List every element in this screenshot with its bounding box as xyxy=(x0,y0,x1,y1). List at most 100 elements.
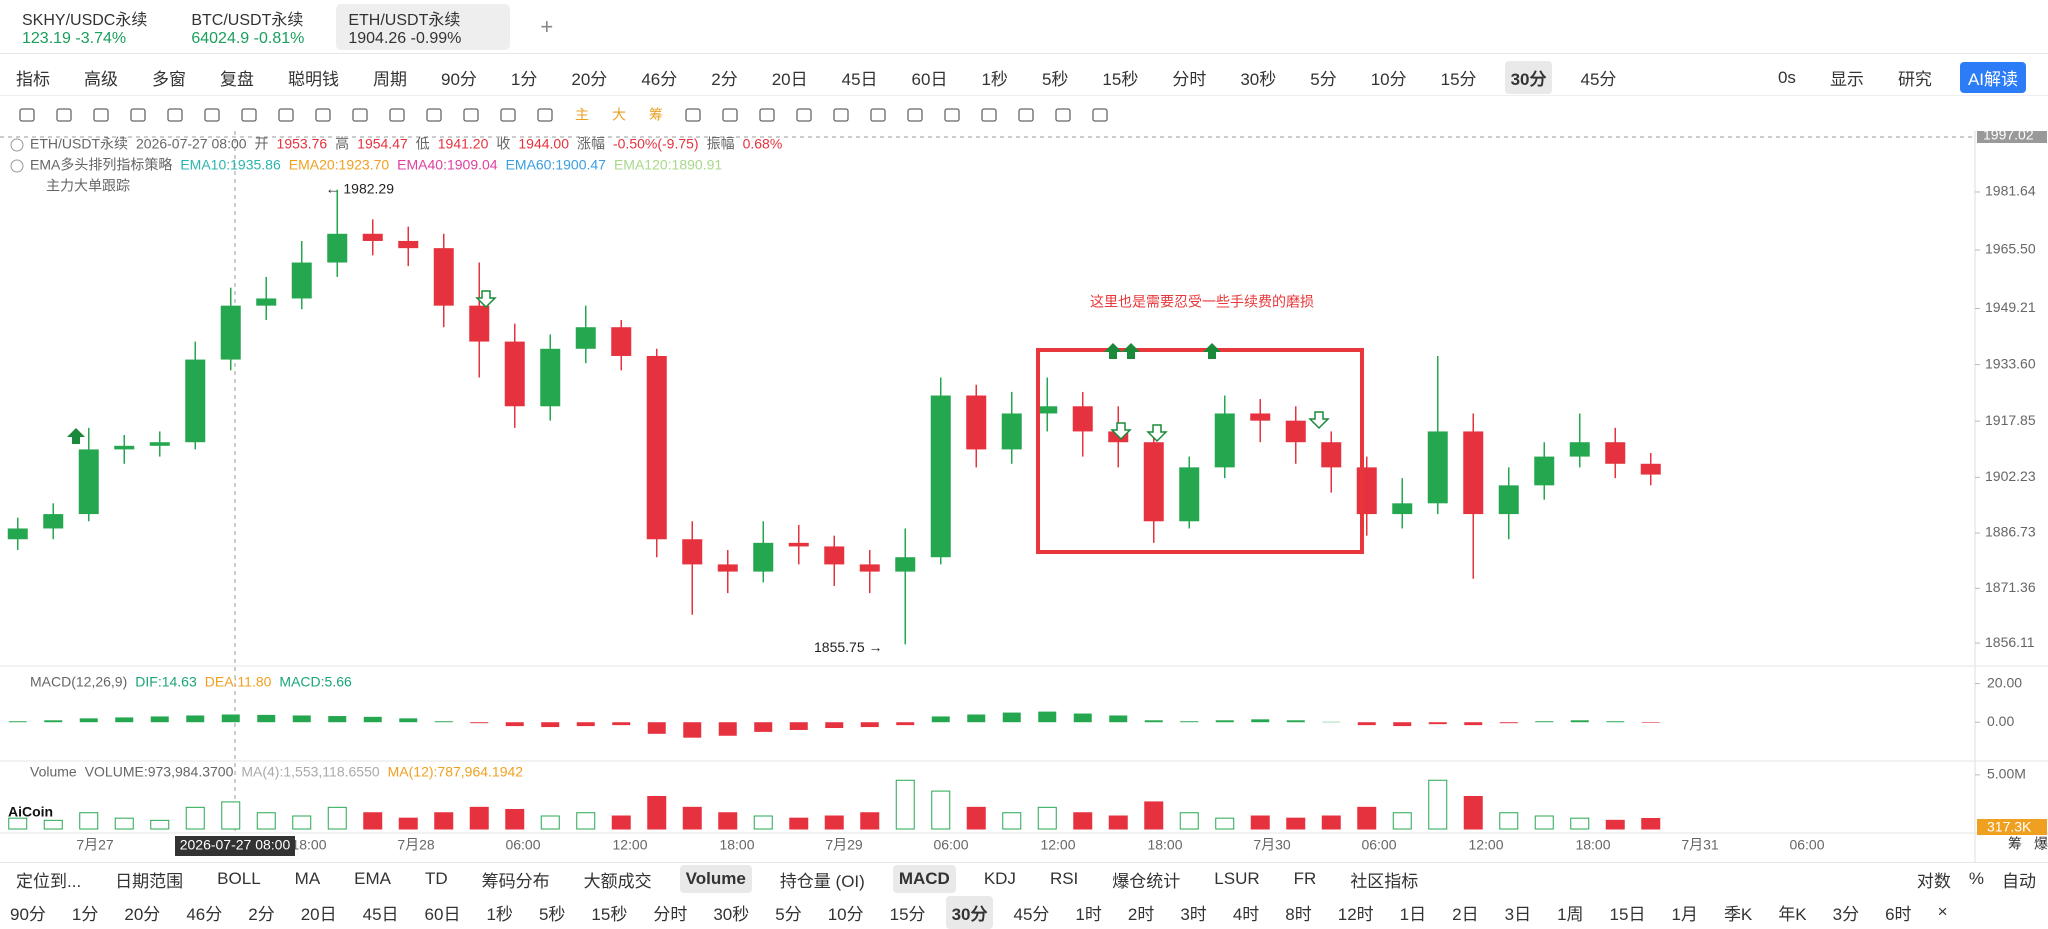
period-button[interactable]: 1秒 xyxy=(480,896,518,929)
period-button[interactable]: 30分 xyxy=(946,896,994,929)
period-button[interactable]: 45日 xyxy=(836,61,884,94)
scale-button[interactable]: 对数 xyxy=(1911,863,1957,896)
period-button[interactable]: 30分 xyxy=(1505,61,1553,94)
tool-button[interactable]: 0s xyxy=(1772,64,1802,92)
tool-icon[interactable] xyxy=(353,109,367,121)
indicator-button[interactable]: MACD xyxy=(893,865,956,893)
period-button[interactable]: 20日 xyxy=(295,896,343,929)
tool-icon[interactable] xyxy=(871,109,885,121)
period-button[interactable]: 3分 xyxy=(1827,896,1865,929)
indicator-button[interactable]: Volume xyxy=(680,865,752,893)
tool-icon[interactable] xyxy=(945,109,959,121)
period-button[interactable]: 1分 xyxy=(66,896,104,929)
scale-button[interactable]: % xyxy=(1963,865,1990,893)
period-button[interactable]: 46分 xyxy=(180,896,228,929)
period-button[interactable]: 15分 xyxy=(884,896,932,929)
tool-button[interactable]: 聪明钱 xyxy=(282,61,345,94)
tool-button[interactable]: 研究 xyxy=(1892,61,1938,94)
indicator-button[interactable]: 爆仓统计 xyxy=(1106,863,1186,896)
period-button[interactable]: 15秒 xyxy=(585,896,633,929)
tool-button[interactable]: 指标 xyxy=(10,61,56,94)
period-button[interactable]: 90分 xyxy=(4,896,52,929)
indicator-button[interactable]: BOLL xyxy=(211,865,266,893)
period-button[interactable]: 4时 xyxy=(1227,896,1265,929)
tool-icon[interactable] xyxy=(168,109,182,121)
tool-icon[interactable] xyxy=(797,109,811,121)
tool-icon[interactable] xyxy=(205,109,219,121)
period-button[interactable]: 2日 xyxy=(1446,896,1484,929)
period-button[interactable]: 1日 xyxy=(1394,896,1432,929)
tool-icon[interactable] xyxy=(94,109,108,121)
period-button[interactable]: 90分 xyxy=(435,61,483,94)
tool-icon[interactable] xyxy=(723,109,737,121)
indicator-button[interactable]: RSI xyxy=(1044,865,1084,893)
tool-icon[interactable] xyxy=(390,109,404,121)
tool-icon[interactable] xyxy=(427,109,441,121)
period-button[interactable]: 20分 xyxy=(118,896,166,929)
add-tab[interactable]: + xyxy=(540,14,553,40)
tool-icon[interactable] xyxy=(1019,109,1033,121)
tool-icon[interactable] xyxy=(760,109,774,121)
period-button[interactable]: 季K xyxy=(1718,896,1758,929)
scale-button[interactable]: 自动 xyxy=(1996,863,2042,896)
period-button[interactable]: 1分 xyxy=(505,61,543,94)
period-button[interactable]: 5分 xyxy=(1304,61,1342,94)
tool-icon[interactable] xyxy=(316,109,330,121)
period-button[interactable]: 分时 xyxy=(1166,61,1212,94)
tool-button[interactable]: 多窗 xyxy=(146,61,192,94)
indicator-button[interactable]: 筹码分布 xyxy=(476,863,556,896)
period-button[interactable]: 1秒 xyxy=(975,61,1013,94)
indicator-button[interactable]: 定位到... xyxy=(10,863,87,896)
tool-icon[interactable] xyxy=(686,109,700,121)
indicator-button[interactable]: 社区指标 xyxy=(1344,863,1424,896)
tool-icon[interactable] xyxy=(982,109,996,121)
indicator-button[interactable]: 大额成交 xyxy=(578,863,658,896)
period-button[interactable]: 5秒 xyxy=(533,896,571,929)
period-button[interactable]: 10分 xyxy=(1365,61,1413,94)
period-button[interactable]: 30秒 xyxy=(707,896,755,929)
period-button[interactable]: 2分 xyxy=(242,896,280,929)
period-button[interactable]: 分时 xyxy=(647,896,693,929)
period-button[interactable]: 20分 xyxy=(565,61,613,94)
tool-button[interactable]: 周期 xyxy=(367,61,413,94)
tool-button[interactable]: 显示 xyxy=(1824,61,1870,94)
period-button[interactable]: 1月 xyxy=(1665,896,1703,929)
period-button[interactable]: 5分 xyxy=(769,896,807,929)
period-button[interactable]: 45日 xyxy=(357,896,405,929)
period-button[interactable]: 60日 xyxy=(419,896,467,929)
period-button[interactable]: 10分 xyxy=(822,896,870,929)
period-button[interactable]: 46分 xyxy=(635,61,683,94)
indicator-button[interactable]: FR xyxy=(1288,865,1323,893)
period-button[interactable]: 2分 xyxy=(705,61,743,94)
period-button[interactable]: 年K xyxy=(1772,896,1812,929)
draw-tool[interactable]: 大 xyxy=(612,107,626,123)
period-button[interactable]: 1时 xyxy=(1069,896,1107,929)
indicator-button[interactable]: LSUR xyxy=(1208,865,1265,893)
indicator-button[interactable]: 日期范围 xyxy=(109,863,189,896)
tool-icon[interactable] xyxy=(57,109,71,121)
tool-icon[interactable] xyxy=(1093,109,1107,121)
period-button[interactable]: 45分 xyxy=(1007,896,1055,929)
tool-icon[interactable] xyxy=(279,109,293,121)
period-button[interactable]: 5秒 xyxy=(1036,61,1074,94)
indicator-button[interactable]: TD xyxy=(419,865,454,893)
period-button[interactable]: 45分 xyxy=(1574,61,1622,94)
tool-icon[interactable] xyxy=(464,109,478,121)
period-button[interactable]: 15秒 xyxy=(1096,61,1144,94)
period-button[interactable]: 1周 xyxy=(1551,896,1589,929)
tool-icon[interactable] xyxy=(242,109,256,121)
indicator-button[interactable]: EMA xyxy=(348,865,397,893)
tool-icon[interactable] xyxy=(1056,109,1070,121)
tool-icon[interactable] xyxy=(20,109,34,121)
indicator-button[interactable]: KDJ xyxy=(978,865,1022,893)
indicator-button[interactable]: 持仓量 (OI) xyxy=(774,863,871,896)
tool-icon[interactable] xyxy=(131,109,145,121)
period-button[interactable]: 3时 xyxy=(1174,896,1212,929)
period-button[interactable]: 12时 xyxy=(1332,896,1380,929)
period-button[interactable]: 15分 xyxy=(1435,61,1483,94)
tool-icon[interactable] xyxy=(501,109,515,121)
tool-button[interactable]: 高级 xyxy=(78,61,124,94)
